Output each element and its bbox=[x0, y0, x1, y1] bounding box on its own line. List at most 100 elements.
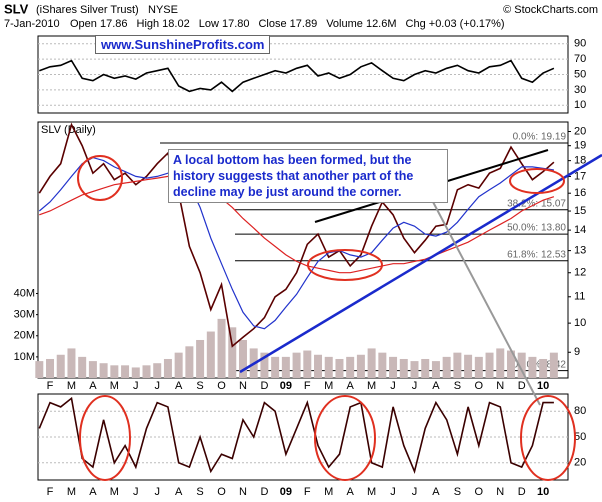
volume-bar bbox=[335, 358, 344, 378]
x-tick-label: J bbox=[133, 486, 139, 498]
x-tick-label: M bbox=[67, 380, 76, 392]
x-tick-label: S bbox=[196, 380, 203, 392]
x-tick-label: A bbox=[432, 486, 440, 498]
volume-bar bbox=[464, 354, 473, 378]
y-tick-label: 70 bbox=[574, 53, 586, 65]
volume-bar bbox=[217, 318, 226, 378]
x-tick-label: M bbox=[67, 486, 76, 498]
y-tick-label: 17 bbox=[574, 170, 586, 182]
volume-bar bbox=[506, 350, 515, 378]
x-tick-label: A bbox=[347, 486, 355, 498]
security-name: (iShares Silver Trust) bbox=[36, 4, 139, 16]
x-tick-label: J bbox=[154, 380, 160, 392]
x-tick-label: D bbox=[260, 486, 268, 498]
volume-bar bbox=[131, 367, 140, 378]
y-tick-label: 19 bbox=[574, 140, 586, 152]
y-tick-label: 13 bbox=[574, 245, 586, 257]
x-tick-label: J bbox=[390, 380, 396, 392]
volume-bar bbox=[163, 358, 172, 378]
volume-bar bbox=[496, 348, 505, 378]
x-tick-label: N bbox=[496, 486, 504, 498]
quote: Open 17.86 High 18.02 Low 17.80 Close 17.89… bbox=[70, 18, 505, 30]
x-tick-label: N bbox=[239, 486, 247, 498]
volume-bar bbox=[196, 339, 205, 378]
x-tick-label: N bbox=[496, 380, 504, 392]
volume-bar bbox=[121, 365, 130, 378]
volume-bar bbox=[153, 363, 162, 378]
volume-bar bbox=[442, 356, 451, 378]
x-tick-label: 10 bbox=[537, 380, 549, 392]
x-tick-label: F bbox=[47, 486, 54, 498]
x-tick-label: M bbox=[110, 486, 119, 498]
volume-bar bbox=[389, 356, 398, 378]
volume-bar bbox=[303, 350, 312, 378]
x-tick-label: S bbox=[454, 380, 461, 392]
x-tick-label: F bbox=[47, 380, 54, 392]
x-tick-label: S bbox=[196, 486, 203, 498]
highlight-ellipse bbox=[307, 249, 383, 281]
highlight-ellipse bbox=[520, 395, 576, 481]
exchange: NYSE bbox=[148, 4, 178, 16]
volume-bar bbox=[356, 354, 365, 378]
fib-label: 0.0%: 19.19 bbox=[513, 132, 567, 143]
x-tick-label: N bbox=[239, 380, 247, 392]
y-tick-label: 9 bbox=[574, 346, 580, 358]
volume-bar bbox=[238, 339, 247, 378]
fib-label: 50.0%: 13.80 bbox=[507, 223, 566, 234]
y2-tick-label: 20M bbox=[14, 330, 35, 342]
volume-bar bbox=[67, 348, 76, 378]
x-tick-label: O bbox=[217, 486, 226, 498]
y-tick-label: 10 bbox=[574, 317, 586, 329]
x-tick-label: M bbox=[367, 380, 376, 392]
volume-bar bbox=[228, 327, 237, 378]
series-line bbox=[38, 122, 555, 348]
x-tick-label: A bbox=[175, 486, 183, 498]
volume-bar bbox=[88, 361, 97, 378]
volume-bar bbox=[78, 356, 87, 378]
y-tick-label: 14 bbox=[574, 224, 586, 236]
quote-item: Volume 12.6M bbox=[326, 18, 396, 30]
quote-item: Low 17.80 bbox=[199, 18, 250, 30]
x-tick-label: D bbox=[518, 486, 526, 498]
highlight-ellipse bbox=[77, 155, 123, 201]
overlays bbox=[77, 149, 602, 481]
symbol: SLV bbox=[4, 1, 29, 16]
x-tick-label: 09 bbox=[280, 486, 292, 498]
x-tick-label: J bbox=[412, 486, 418, 498]
y-tick-label: 20 bbox=[574, 125, 586, 137]
x-tick-label: F bbox=[304, 486, 311, 498]
x-tick-label: A bbox=[89, 486, 97, 498]
x-tick-label: D bbox=[260, 380, 268, 392]
volume-bar bbox=[56, 354, 65, 378]
y2-tick-label: 40M bbox=[14, 287, 35, 299]
quote-item: Chg +0.03 (+0.17%) bbox=[406, 18, 505, 30]
y-tick-label: 50 bbox=[574, 431, 586, 443]
volume-bar bbox=[110, 365, 119, 378]
x-tick-label: S bbox=[454, 486, 461, 498]
volume-bar bbox=[539, 358, 548, 378]
y-tick-label: 12 bbox=[574, 267, 586, 279]
y-tick-label: 80 bbox=[574, 405, 586, 417]
x-tick-label: O bbox=[217, 380, 226, 392]
volume-bar bbox=[421, 358, 430, 378]
copyright: © StockCharts.com bbox=[503, 4, 598, 16]
volume-bar bbox=[281, 356, 290, 378]
volume-bar bbox=[324, 356, 333, 378]
x-tick-label: A bbox=[175, 380, 183, 392]
volume-bar bbox=[314, 354, 323, 378]
volume-bar bbox=[474, 356, 483, 378]
support-trendline bbox=[239, 153, 602, 374]
y-tick-label: 18 bbox=[574, 155, 586, 167]
y-tick-label: 90 bbox=[574, 38, 586, 50]
highlight-ellipse bbox=[79, 395, 131, 481]
callout-pointer bbox=[431, 199, 541, 406]
series-line bbox=[39, 175, 555, 274]
volume-bar bbox=[142, 365, 151, 378]
volume-bar bbox=[271, 356, 280, 378]
x-tick-label: M bbox=[110, 380, 119, 392]
quote-item: Close 17.89 bbox=[258, 18, 317, 30]
volume-bar bbox=[378, 352, 387, 378]
x-tick-label: A bbox=[432, 380, 440, 392]
x-tick-label: D bbox=[518, 380, 526, 392]
x-tick-label: J bbox=[412, 380, 418, 392]
